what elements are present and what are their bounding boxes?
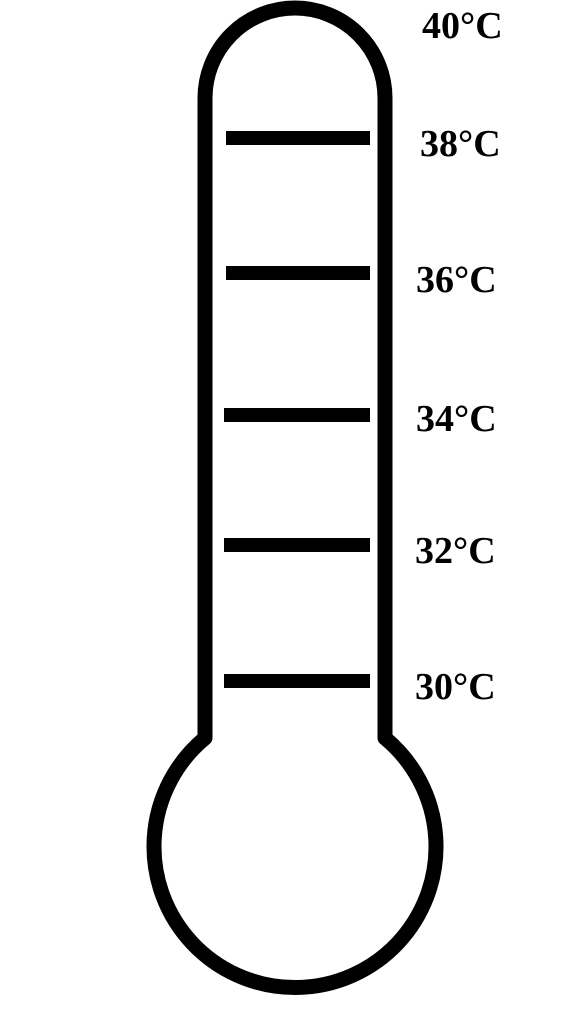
tick-mark-36 bbox=[226, 266, 370, 280]
scale-label-34: 34°C bbox=[416, 398, 497, 440]
tick-mark-32 bbox=[224, 538, 370, 552]
scale-label-40: 40°C bbox=[422, 5, 503, 47]
tick-mark-38 bbox=[226, 131, 370, 145]
thermometer-outline bbox=[146, 0, 444, 996]
scale-label-38: 38°C bbox=[420, 123, 501, 165]
tick-mark-34 bbox=[224, 408, 370, 422]
scale-label-30: 30°C bbox=[415, 666, 496, 708]
scale-label-36: 36°C bbox=[416, 259, 497, 301]
tick-mark-30 bbox=[224, 674, 370, 688]
scale-label-32: 32°C bbox=[415, 530, 496, 572]
